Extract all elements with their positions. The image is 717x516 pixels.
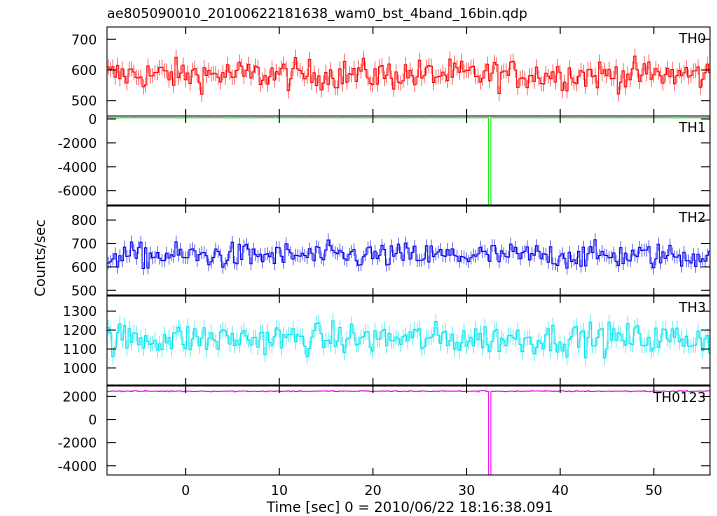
y-tick-label: -4000	[58, 459, 97, 475]
y-tick-label: -4000	[58, 160, 97, 176]
data-trace-group	[107, 390, 710, 475]
panel-label: TH2	[678, 210, 706, 226]
panel-frame	[106, 385, 711, 476]
y-tick-label: 600	[71, 63, 97, 79]
y-tick-label: -2000	[58, 136, 97, 152]
panel-frame	[106, 295, 711, 386]
x-tick-label: 10	[271, 483, 288, 499]
x-tick-label: 30	[458, 483, 475, 499]
x-tick-label: 0	[181, 483, 190, 499]
y-tick-label: 1300	[63, 304, 97, 320]
data-trace-group	[107, 313, 710, 366]
panel-frame	[106, 115, 711, 206]
y-tick-label: 600	[71, 260, 97, 276]
panel-th2: 500 600 700 800 TH2	[71, 205, 711, 299]
y-tick-label: 700	[71, 32, 97, 48]
data-trace-group	[107, 117, 710, 205]
x-tick-label: 40	[552, 483, 569, 499]
y-tick-label: 0	[88, 112, 97, 128]
panels-group: 500 600 700 TH0 0 -2000 -4000 -6000 TH1 500 600 700…	[58, 26, 711, 476]
data-line	[107, 390, 710, 475]
y-tick-label: 500	[71, 283, 97, 299]
y-tick-label: 800	[71, 213, 97, 229]
y-axis-label: Counts/sec	[33, 219, 49, 296]
x-axis: 0 10 20 30 40 50	[181, 483, 662, 499]
x-tick-label: 20	[364, 483, 381, 499]
panel-label: TH1	[678, 120, 706, 136]
data-line	[107, 239, 710, 269]
y-tick-label: 700	[71, 236, 97, 252]
panel-label: TH0123	[652, 390, 706, 406]
data-line	[107, 320, 710, 359]
y-tick-label: -6000	[58, 184, 97, 200]
data-line	[107, 55, 710, 95]
data-line	[107, 117, 710, 205]
panel-th3: 1000 1100 1200 1300 TH3	[63, 295, 711, 386]
y-tick-label: 0	[88, 413, 97, 429]
panel-frame	[106, 205, 711, 296]
chart-title: ae805090010_20100622181638_wam0_bst_4ban…	[107, 6, 527, 22]
y-tick-label: 2000	[63, 389, 97, 405]
panel-th0: 500 600 700 TH0	[71, 26, 711, 117]
panel-label: TH3	[678, 300, 706, 316]
y-tick-label: 1200	[63, 323, 97, 339]
panel-label: TH0	[678, 31, 706, 47]
y-tick-label: 1100	[63, 342, 97, 358]
data-trace-group	[107, 48, 710, 102]
panel-th0123: 2000 0 -2000 -4000 TH0123	[58, 385, 711, 476]
panel-th1: 0 -2000 -4000 -6000 TH1	[58, 112, 711, 206]
y-tick-label: 500	[71, 94, 97, 110]
data-trace-group	[107, 233, 710, 275]
x-axis-label: Time [sec] 0 = 2010/06/22 18:16:38.091	[266, 500, 553, 516]
y-tick-label: -2000	[58, 436, 97, 452]
y-tick-label: 1000	[63, 361, 97, 377]
x-tick-label: 50	[645, 483, 662, 499]
